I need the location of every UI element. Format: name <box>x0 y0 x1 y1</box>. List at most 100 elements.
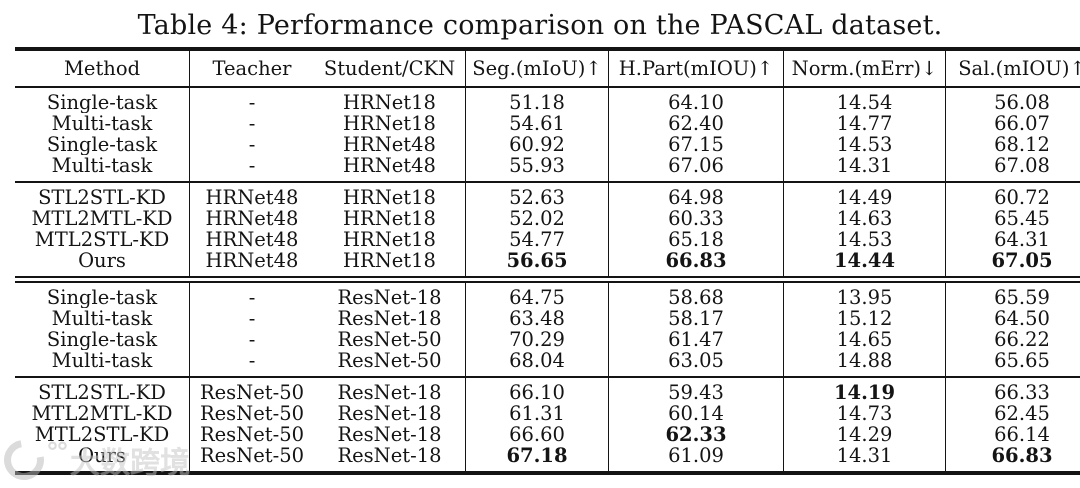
table-cell: 62.33 <box>609 424 784 445</box>
table-cell: Single-task <box>15 134 190 155</box>
table-cell: 64.98 <box>609 182 784 208</box>
table-cell: HRNet48 <box>190 250 315 280</box>
table-cell: 67.15 <box>609 134 784 155</box>
table-cell: MTL2STL-KD <box>15 229 190 250</box>
table-cell: 14.53 <box>784 229 946 250</box>
table-cell: 66.60 <box>466 424 609 445</box>
table-cell: 66.33 <box>946 377 1080 403</box>
table-cell: ResNet-18 <box>314 403 466 424</box>
table-cell: HRNet18 <box>314 113 466 134</box>
table-cell: Single-task <box>15 87 190 113</box>
table-cell: HRNet18 <box>314 87 466 113</box>
table-cell: STL2STL-KD <box>15 377 190 403</box>
header-cell: Teacher <box>190 49 315 87</box>
table-cell: Ours <box>15 250 190 280</box>
table-cell: 64.50 <box>946 308 1080 329</box>
table-cell: 67.18 <box>466 445 609 473</box>
header-cell: Norm.(mErr)↓ <box>784 49 946 87</box>
table-cell: HRNet18 <box>314 229 466 250</box>
table-cell: Multi-task <box>15 113 190 134</box>
table-cell: 66.14 <box>946 424 1080 445</box>
table-cell: 58.17 <box>609 308 784 329</box>
table-cell: 58.68 <box>609 280 784 309</box>
table-cell: Single-task <box>15 329 190 350</box>
table-cell: HRNet48 <box>190 182 315 208</box>
table-cell: Ours <box>15 445 190 473</box>
table-cell: 61.31 <box>466 403 609 424</box>
table-cell: 64.31 <box>946 229 1080 250</box>
table-cell: Single-task <box>15 280 190 309</box>
table-cell: ResNet-50 <box>190 377 315 403</box>
table-cell: 65.59 <box>946 280 1080 309</box>
table-cell: ResNet-50 <box>190 424 315 445</box>
table-cell: - <box>190 134 315 155</box>
table-cell: ResNet-18 <box>314 308 466 329</box>
table-cell: 61.09 <box>609 445 784 473</box>
table-cell: 56.65 <box>466 250 609 280</box>
table-cell: 60.72 <box>946 182 1080 208</box>
table-cell: 56.08 <box>946 87 1080 113</box>
table-cell: 63.05 <box>609 350 784 377</box>
table-cell: 14.19 <box>784 377 946 403</box>
table-cell: 13.95 <box>784 280 946 309</box>
header-cell: Seg.(mIoU)↑ <box>466 49 609 87</box>
table-cell: 67.08 <box>946 155 1080 182</box>
table-cell: 60.33 <box>609 208 784 229</box>
table-cell: STL2STL-KD <box>15 182 190 208</box>
table-cell: 14.31 <box>784 445 946 473</box>
table-cell: ResNet-50 <box>190 403 315 424</box>
table-cell: 55.93 <box>466 155 609 182</box>
header-cell: Method <box>15 49 190 87</box>
table-cell: ResNet-18 <box>314 445 466 473</box>
table-cell: 14.29 <box>784 424 946 445</box>
table-cell: ResNet-18 <box>314 377 466 403</box>
table-cell: 60.92 <box>466 134 609 155</box>
table-cell: - <box>190 87 315 113</box>
table-cell: 51.18 <box>466 87 609 113</box>
table-cell: 14.88 <box>784 350 946 377</box>
table-cell: 62.40 <box>609 113 784 134</box>
table-cell: MTL2MTL-KD <box>15 208 190 229</box>
header-cell: Sal.(mIOU)↑ <box>946 49 1080 87</box>
table-cell: - <box>190 329 315 350</box>
table-cell: 52.02 <box>466 208 609 229</box>
table-cell: 61.47 <box>609 329 784 350</box>
table-cell: HRNet48 <box>190 208 315 229</box>
table-cell: 14.31 <box>784 155 946 182</box>
table-cell: 68.04 <box>466 350 609 377</box>
table-cell: HRNet18 <box>314 208 466 229</box>
table-cell: 14.54 <box>784 87 946 113</box>
table-cell: 14.77 <box>784 113 946 134</box>
table-caption: Table 4: Performance comparison on the P… <box>0 0 1080 47</box>
table-cell: 14.44 <box>784 250 946 280</box>
table-cell: 63.48 <box>466 308 609 329</box>
table-cell: 64.75 <box>466 280 609 309</box>
table-cell: 66.10 <box>466 377 609 403</box>
header-cell: H.Part(mIOU)↑ <box>609 49 784 87</box>
table-cell: 54.61 <box>466 113 609 134</box>
table-cell: 66.83 <box>946 445 1080 473</box>
table-cell: MTL2MTL-KD <box>15 403 190 424</box>
table-cell: ResNet-50 <box>314 350 466 377</box>
table-cell: ResNet-50 <box>190 445 315 473</box>
table-cell: - <box>190 308 315 329</box>
table-cell: - <box>190 155 315 182</box>
